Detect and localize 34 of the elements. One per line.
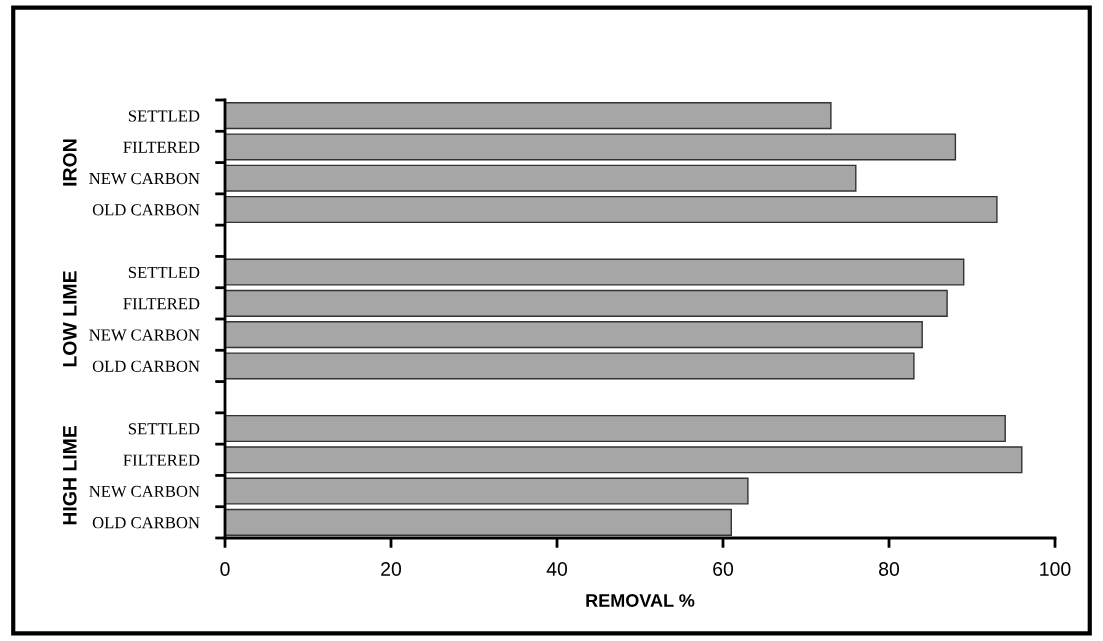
y-tick-label: FILTERED — [123, 298, 200, 310]
x-tick-label: 0 — [220, 562, 230, 576]
y-tick-label: SETTLED — [128, 110, 200, 122]
bar — [225, 477, 749, 505]
bar — [225, 508, 732, 536]
bar — [225, 352, 915, 380]
text: LOW LIME — [62, 271, 77, 367]
y-tick-label: OLD CARBON — [92, 517, 200, 529]
y-tick-label: FILTERED — [123, 141, 200, 153]
bar — [225, 164, 857, 192]
y-tick-label: FILTERED — [123, 454, 200, 466]
y-tick-label: OLD CARBON — [92, 204, 200, 216]
x-tick-label: 40 — [546, 562, 568, 576]
bar — [225, 414, 1006, 443]
text: IRON — [62, 139, 77, 186]
y-tick-label: NEW CARBON — [89, 329, 200, 341]
y-tick-label: SETTLED — [128, 266, 200, 279]
x-tick-label: 100 — [1040, 562, 1071, 576]
bar — [225, 289, 948, 317]
text: HIGH LIME — [62, 425, 77, 525]
bar — [225, 258, 965, 286]
y-tick-label: NEW CARBON — [89, 172, 200, 185]
y-tick-label: NEW CARBON — [89, 485, 200, 498]
bar — [225, 446, 1023, 474]
x-tick-label: 20 — [381, 562, 402, 576]
bar — [225, 102, 832, 130]
y-tick-label: SETTLED — [128, 423, 200, 435]
bar — [225, 195, 998, 224]
x-tick-label: 80 — [879, 562, 900, 576]
y-tick-label: OLD CARBON — [92, 360, 200, 372]
bar — [225, 133, 957, 161]
bar — [225, 321, 923, 349]
x-tick-label: 60 — [713, 562, 734, 576]
x-axis-title: REMOVAL % — [586, 594, 695, 607]
